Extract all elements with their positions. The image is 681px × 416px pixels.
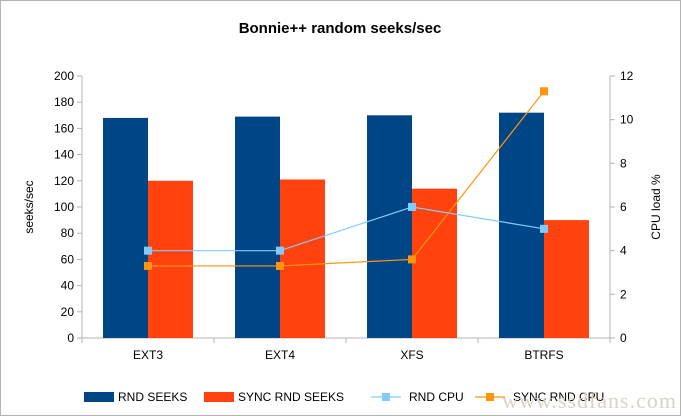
bar-rnd-seeks <box>103 117 148 338</box>
legend-label: RND SEEKS <box>118 390 187 404</box>
watermark: www.ssdfans.com <box>502 388 677 413</box>
point-sync-rnd-cpu <box>144 261 152 270</box>
point-rnd-cpu <box>276 246 284 255</box>
legend-label: RND CPU <box>409 390 464 404</box>
y-tick-label: 0 <box>67 331 74 345</box>
y2-tick-label: 10 <box>620 113 634 127</box>
point-sync-rnd-cpu <box>540 87 548 96</box>
y-tick-label: 140 <box>54 148 74 162</box>
line-sync-rnd-cpu <box>148 90 545 267</box>
y2-tick-label: 4 <box>620 244 627 258</box>
chart-title: Bonnie++ random seeks/sec <box>239 20 442 37</box>
legend-label: SYNC RND SEEKS <box>238 390 344 404</box>
bar-sync-rnd-seeks <box>544 220 589 338</box>
y-tick-label: 20 <box>61 305 75 319</box>
legend-swatch <box>84 392 114 402</box>
x-tick-label: EXT3 <box>133 348 163 362</box>
x-tick-label: EXT4 <box>265 348 295 362</box>
x-tick-label: BTRFS <box>524 348 563 362</box>
y-tick-label: 200 <box>54 69 74 83</box>
x-tick-label: XFS <box>400 348 423 362</box>
y2-tick-label: 2 <box>620 287 627 301</box>
legend-swatch <box>204 392 234 402</box>
y2-tick-label: 0 <box>620 331 627 345</box>
y-axis-label: seeks/sec <box>22 180 36 233</box>
legend-marker <box>382 393 390 401</box>
y-tick-label: 160 <box>54 121 74 135</box>
point-rnd-cpu <box>540 224 548 233</box>
bar-sync-rnd-seeks <box>280 179 325 338</box>
bar-sync-rnd-seeks <box>148 180 193 338</box>
legend-marker <box>486 393 494 401</box>
point-rnd-cpu <box>144 246 152 255</box>
point-sync-rnd-cpu <box>408 255 416 264</box>
y2-tick-label: 6 <box>620 200 627 214</box>
y-tick-label: 80 <box>61 226 75 240</box>
y-tick-label: 100 <box>54 200 74 214</box>
point-rnd-cpu <box>408 203 416 211</box>
y2-tick-label: 8 <box>620 156 627 170</box>
y-tick-label: 60 <box>61 252 75 266</box>
y-tick-label: 120 <box>54 174 74 188</box>
y-tick-label: 180 <box>54 95 74 109</box>
legend-label: SYNC RND CPU <box>513 390 604 404</box>
bar-rnd-seeks <box>367 115 412 338</box>
y2-axis-label: CPU load % <box>649 174 663 240</box>
y2-tick-label: 12 <box>620 69 634 83</box>
bar-rnd-seeks <box>235 116 280 338</box>
y-tick-label: 40 <box>61 279 75 293</box>
line-rnd-cpu <box>148 206 545 252</box>
point-sync-rnd-cpu <box>276 261 284 270</box>
